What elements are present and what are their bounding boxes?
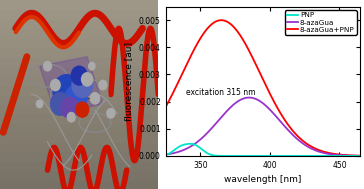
Bar (0, 38, 158, 47)
Circle shape (99, 80, 107, 90)
Bar (0, 170, 158, 180)
Circle shape (82, 73, 92, 86)
Circle shape (51, 79, 60, 91)
Circle shape (36, 100, 43, 108)
Circle shape (89, 62, 95, 70)
8-azaGua+PNP (219, 19, 223, 21)
Bar (0, 0, 158, 9)
Bar (0, 94, 158, 104)
Circle shape (90, 93, 100, 104)
Bar (0, 104, 158, 113)
Bar (0, 28, 158, 38)
Bar (0, 85, 158, 94)
8-azaGua (161, 154, 165, 156)
Circle shape (76, 102, 89, 117)
Bar (0, 180, 158, 189)
Bar (0, 142, 158, 151)
Text: excitation 315 nm: excitation 315 nm (186, 88, 256, 97)
Bar (0, 132, 158, 142)
8-azaGua (258, 100, 262, 102)
PNP (161, 154, 165, 157)
Bar (0, 47, 158, 57)
Circle shape (44, 61, 51, 71)
PNP (188, 143, 193, 145)
Bar (0, 76, 158, 85)
Circle shape (65, 85, 87, 112)
Y-axis label: fluorescence [au]: fluorescence [au] (124, 42, 133, 121)
Bar (0, 66, 158, 76)
8-azaGua (247, 96, 251, 99)
8-azaGua (150, 154, 154, 157)
Bar (0, 9, 158, 19)
Bar (0, 161, 158, 170)
Circle shape (53, 75, 80, 107)
Circle shape (61, 97, 78, 118)
Bar (0, 19, 158, 28)
8-azaGua+PNP (150, 127, 154, 129)
8-azaGua (252, 97, 256, 99)
Bar (0, 123, 158, 132)
8-azaGua+PNP (161, 110, 165, 113)
Bar (0, 57, 158, 66)
PNP (150, 155, 154, 157)
Circle shape (67, 112, 75, 122)
8-azaGua+PNP (325, 151, 329, 154)
Circle shape (71, 66, 87, 85)
Circle shape (72, 73, 92, 97)
Line: 8-azaGua: 8-azaGua (152, 98, 364, 156)
Bar (0, 113, 158, 123)
Bar (0, 151, 158, 161)
8-azaGua+PNP (252, 60, 256, 62)
PNP (325, 155, 329, 157)
Circle shape (51, 93, 70, 115)
Line: 8-azaGua+PNP: 8-azaGua+PNP (152, 20, 364, 156)
Line: PNP: PNP (152, 144, 364, 156)
Legend: PNP, 8-azaGua, 8-azaGua+PNP: PNP, 8-azaGua, 8-azaGua+PNP (285, 10, 357, 35)
X-axis label: wavelength [nm]: wavelength [nm] (224, 175, 302, 184)
8-azaGua (325, 153, 329, 155)
Circle shape (107, 109, 115, 118)
8-azaGua+PNP (258, 72, 262, 74)
PNP (252, 155, 256, 157)
Polygon shape (40, 57, 103, 113)
PNP (258, 155, 262, 157)
